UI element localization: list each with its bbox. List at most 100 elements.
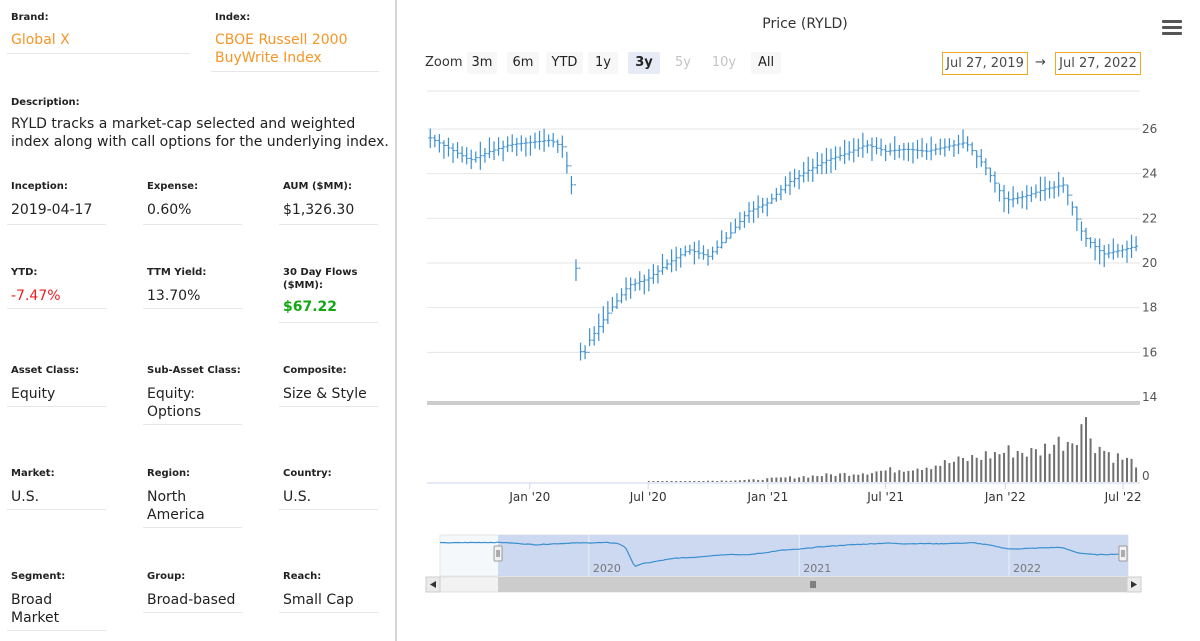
volume-bar [861,473,864,482]
description-value: RYLD tracks a market-cap selected and we… [11,115,391,151]
navigator-left-handle[interactable] [493,545,503,562]
volume-bar [993,452,996,482]
volume-bar [752,479,755,482]
asset-class-label: Asset Class: [11,365,80,376]
volume-bar [770,477,773,482]
volume-bar [1007,445,1010,482]
navigator-line [439,541,1128,568]
brand-value[interactable]: Global X [11,32,70,48]
volume-bar [675,481,678,482]
from-date-input[interactable]: Jul 27, 2019 [942,52,1028,75]
expense-field: Expense: 0.60% [143,180,242,226]
hamburger-menu-icon[interactable] [1162,20,1182,36]
index-value-line2[interactable]: BuyWrite Index [215,50,322,66]
segment-line2: Market [11,610,60,626]
volume-bar [807,477,810,482]
zoom-button-all[interactable]: All [751,52,781,74]
volume-bar [725,480,728,482]
zoom-label: Zoom [425,55,463,70]
divider [211,71,379,72]
flows-field: 30 Day Flows ($MM): $67.22 [279,266,378,324]
divider [279,612,378,613]
sub-asset-class-field: Sub-Asset Class: Equity: Options [143,364,242,426]
composite-value: Size & Style [283,386,367,402]
navigator-year-label: 2021 [803,562,831,575]
volume-bar [729,480,732,482]
volume-bar [1044,443,1047,482]
ytd-value: -7.47% [11,288,61,304]
segment-value: Broad Market [11,591,106,627]
to-date-input[interactable]: Jul 27, 2022 [1055,52,1141,75]
description-label: Description: [11,97,80,108]
description-line1: RYLD tracks a market-cap selected and we… [11,116,356,132]
zoom-button-6m[interactable]: 6m [507,52,539,74]
ttm-yield-value: 13.70% [147,288,201,304]
volume-bar [757,479,760,482]
scroll-left-arrow-icon [430,581,436,588]
segment-field: Segment: Broad Market [7,570,106,632]
volume-bar [957,456,960,482]
volume-bar [825,473,828,482]
divider [143,424,242,425]
volume-bar [852,474,855,482]
volume-bar [702,481,705,482]
composite-field: Composite: Size & Style [279,364,378,408]
volume-bar [1112,462,1115,482]
segment-label: Segment: [11,571,66,582]
sub-asset-class-value: Equity: Options [147,385,242,421]
volume-bar [880,470,883,482]
volume-bar [697,481,700,482]
volume-bar [943,460,946,482]
divider [143,224,242,225]
volume-bar [1034,449,1037,482]
country-value: U.S. [283,489,312,505]
zoom-button-1y[interactable]: 1y [588,52,618,74]
volume-bar [939,465,942,482]
volume-bar [661,481,664,482]
volume-bar [911,470,914,482]
volume-bar [834,475,837,482]
volume-bar [1080,424,1083,482]
volume-bar [843,472,846,482]
index-value[interactable]: CBOE Russell 2000 BuyWrite Index [215,31,379,67]
volume-bar [1003,452,1006,482]
volume-bar [989,458,992,482]
reach-value: Small Cap [283,592,354,608]
group-label: Group: [147,571,186,582]
ttm-yield-field: TTM Yield: 13.70% [143,266,242,310]
volume-bar [716,480,719,482]
zoom-button-3m[interactable]: 3m [467,52,497,74]
volume-bar [1071,443,1074,482]
volume-bar [893,472,896,482]
volume-bar [647,481,650,482]
ttm-yield-label: TTM Yield: [147,267,207,278]
divider [279,406,378,407]
divider [143,612,242,613]
divider [7,509,106,510]
zoom-button-3y[interactable]: 3y [628,52,660,74]
zoom-button-ytd[interactable]: YTD [546,52,583,74]
zoom-button-10y: 10y [711,55,737,70]
volume-bar [916,468,919,482]
divider [143,527,242,528]
index-field: Index: CBOE Russell 2000 BuyWrite Index [211,11,379,73]
navigator-selection [498,535,1129,576]
volume-bar [898,470,901,482]
group-value: Broad-based [147,592,236,608]
navigator-year-label: 2020 [593,562,621,575]
volume-bar [738,480,741,482]
x-tick-label: Jul '20 [629,490,667,504]
navigator-right-handle[interactable] [1118,545,1128,562]
ytd-field: YTD: -7.47% [7,266,106,310]
description-field: Description: RYLD tracks a market-cap se… [11,96,391,160]
volume-bar [1062,450,1065,482]
volume-bar [984,451,987,482]
index-value-line1[interactable]: CBOE Russell 2000 [215,32,348,48]
volume-bar [652,481,655,482]
navigator-year-label: 2022 [1013,562,1041,575]
reach-label: Reach: [283,571,322,582]
volume-bar [966,460,969,482]
divider [279,509,378,510]
volume-bar [684,481,687,482]
volume-bar [930,469,933,482]
